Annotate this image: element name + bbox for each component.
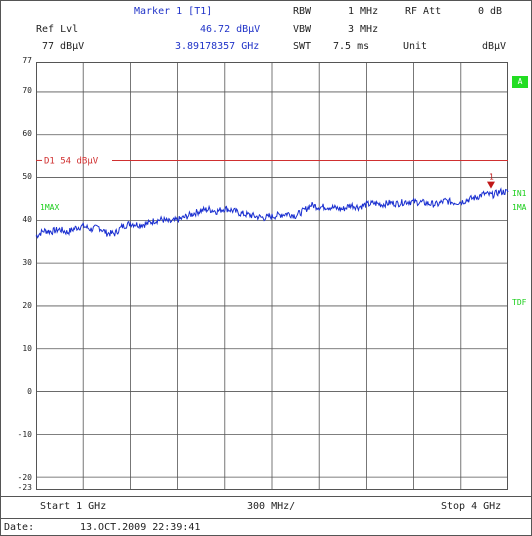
y-tick-label: -23 — [17, 483, 32, 492]
y-tick-label: -10 — [17, 430, 32, 439]
marker-triangle — [486, 181, 495, 189]
swt-label: SWT — [293, 41, 312, 52]
y-tick-label: 60 — [22, 129, 32, 138]
unit-value: dBµV — [482, 41, 507, 52]
spectrum-trace — [35, 187, 509, 239]
marker-number: 1 — [489, 173, 494, 182]
display-line-label: D1 54 dBµV — [44, 156, 99, 166]
marker-title: Marker 1 [T1] — [134, 6, 213, 17]
tdf-label: TDF — [512, 298, 527, 307]
one-ma-label: 1MA — [512, 203, 527, 212]
rf-att-label: RF Att — [405, 6, 442, 17]
in1-label: IN1 — [512, 189, 527, 198]
marker-frequency: 3.89178357 GHz — [175, 41, 260, 52]
max-hold-label: 1MAX — [40, 203, 60, 212]
vbw-value: 3 MHz — [348, 24, 379, 35]
span-per-division: 300 MHz/ — [247, 501, 296, 512]
trace-group — [35, 187, 509, 239]
rf-att-value: 0 dB — [478, 6, 503, 17]
footer-divider-bottom — [0, 518, 532, 519]
swt-value: 7.5 ms — [333, 41, 370, 52]
plot-grid — [36, 62, 508, 490]
y-tick-label: 77 — [22, 56, 32, 65]
start-frequency: Start 1 GHz — [40, 501, 107, 512]
y-tick-label: 30 — [22, 258, 32, 267]
y-tick-label: -20 — [17, 473, 32, 482]
trace-a-badge: A — [512, 76, 528, 88]
y-tick-label: 40 — [22, 215, 32, 224]
ref-lvl-value: 77 dBµV — [42, 41, 85, 52]
vbw-label: VBW — [293, 24, 312, 35]
marker-group: 1 — [486, 173, 495, 189]
ref-lvl-label: Ref Lvl — [36, 24, 79, 35]
rbw-label: RBW — [293, 6, 312, 17]
display-line-group: D1 54 dBµV — [36, 156, 508, 166]
unit-label: Unit — [403, 41, 428, 52]
marker-level: 46.72 dBµV — [200, 24, 261, 35]
stop-frequency: Stop 4 GHz — [441, 501, 502, 512]
y-tick-label: 70 — [22, 86, 32, 95]
spectrum-plot: D1 54 dBµV 1 — [35, 62, 509, 490]
y-tick-label: 20 — [22, 301, 32, 310]
date-label: Date: — [4, 522, 35, 533]
rbw-value: 1 MHz — [348, 6, 379, 17]
date-value: 13.OCT.2009 22:39:41 — [80, 522, 201, 533]
y-tick-label: 0 — [27, 387, 32, 396]
y-tick-label: 10 — [22, 344, 32, 353]
footer-divider — [0, 496, 532, 497]
y-tick-label: 50 — [22, 172, 32, 181]
